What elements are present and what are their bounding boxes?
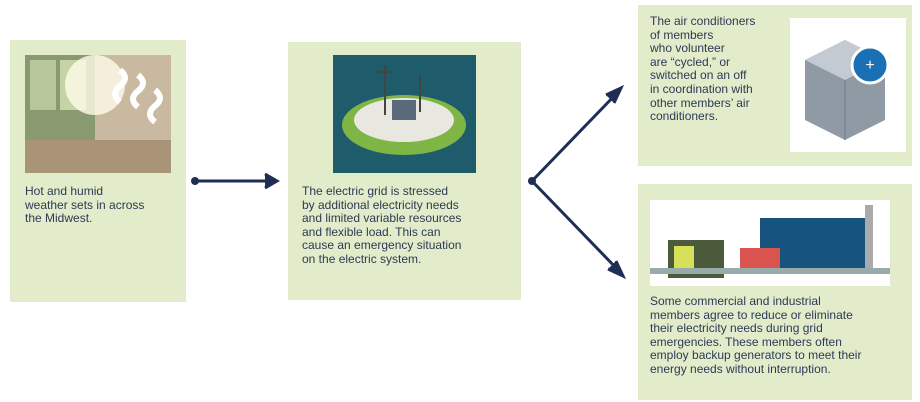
text-line: The electric grid is stressed bbox=[302, 185, 461, 199]
text-line: cause an emergency situation bbox=[302, 239, 461, 253]
text-line: who volunteer bbox=[650, 42, 755, 56]
arrow-start bbox=[528, 177, 536, 185]
text-line: switched on an off bbox=[650, 69, 755, 83]
text-line: members agree to reduce or eliminate bbox=[650, 309, 861, 323]
text-line: conditioners. bbox=[650, 110, 755, 124]
text-line: energy needs without interruption. bbox=[650, 363, 861, 377]
text-line: in coordination with bbox=[650, 83, 755, 97]
text-line: weather sets in across bbox=[25, 199, 144, 213]
ac-illustration: + bbox=[790, 18, 906, 152]
text-line: Some commercial and industrial bbox=[650, 295, 861, 309]
text-line: by additional electricity needs bbox=[302, 199, 461, 213]
text-line: are “cycled,” or bbox=[650, 56, 755, 70]
text-line: emergencies. These members often bbox=[650, 336, 861, 350]
text-line: Hot and humid bbox=[25, 185, 144, 199]
text-line: and limited variable resources bbox=[302, 212, 461, 226]
text-line: employ backup generators to meet their bbox=[650, 349, 861, 363]
grid-illustration bbox=[333, 55, 476, 173]
text-line: the Midwest. bbox=[25, 212, 144, 226]
text-line: on the electric system. bbox=[302, 253, 461, 267]
text-line: and flexible load. This can bbox=[302, 226, 461, 240]
text-line: of members bbox=[650, 29, 755, 43]
text-line: their electricity needs during grid bbox=[650, 322, 861, 336]
text-line: other members’ air bbox=[650, 97, 755, 111]
window-illustration bbox=[25, 55, 171, 173]
svg-text:+: + bbox=[865, 57, 874, 74]
diagram: + Hot and humidweather sets in acrossthe… bbox=[0, 0, 920, 402]
arrow-start bbox=[191, 177, 199, 185]
text-line: The air conditioners bbox=[650, 15, 755, 29]
generator-illustration bbox=[650, 200, 890, 286]
